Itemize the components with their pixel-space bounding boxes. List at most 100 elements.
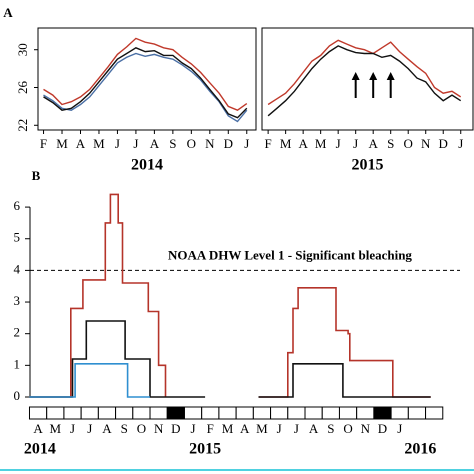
y-tick-label: 30 — [15, 43, 30, 56]
x-tick-label: M — [280, 136, 292, 151]
x-tick-label: J — [244, 136, 249, 151]
dhw-line — [29, 363, 150, 398]
x-tick-label: A — [309, 421, 319, 436]
y-tick-label: 26 — [15, 81, 30, 95]
x-tick-label: J — [133, 136, 138, 151]
x-tick-label: J — [336, 136, 341, 151]
temperature-line — [43, 47, 248, 119]
x-tick-label: J — [70, 421, 75, 436]
x-tick-label: D — [378, 421, 387, 436]
x-tick-label: J — [277, 421, 282, 436]
x-tick-label: J — [115, 136, 120, 151]
month-box — [63, 406, 82, 420]
x-tick-label: D — [171, 421, 180, 436]
month-box — [46, 406, 65, 420]
x-tick-label: F — [265, 136, 272, 151]
month-box — [356, 406, 375, 420]
month-box — [28, 406, 48, 420]
month-box — [425, 406, 444, 420]
x-tick-label: M — [56, 136, 68, 151]
month-box — [373, 406, 392, 420]
month-box — [270, 406, 289, 420]
temperature-line — [43, 52, 248, 123]
x-tick-label: A — [298, 136, 308, 151]
month-box — [252, 406, 272, 420]
x-tick-label: D — [439, 136, 448, 151]
x-tick-label: M — [50, 421, 62, 436]
x-tick-label: S — [169, 136, 176, 151]
arrow-head — [351, 72, 360, 80]
x-tick-label: M — [315, 136, 327, 151]
month-box — [183, 406, 203, 420]
dhw-line — [29, 320, 206, 398]
x-tick-label: M — [222, 421, 234, 436]
x-tick-label: O — [187, 136, 196, 151]
y-tick-label: 0 — [14, 388, 21, 403]
month-box — [115, 406, 134, 420]
x-tick-label: A — [102, 421, 112, 436]
x-tick-label: J — [353, 136, 358, 151]
year-title: 2014 — [131, 157, 163, 174]
x-tick-label: D — [224, 136, 233, 151]
x-tick-label: S — [387, 136, 394, 151]
dhw-line — [258, 363, 431, 398]
month-box — [338, 406, 358, 420]
panel-label: B — [32, 168, 41, 183]
y-tick-label: 4 — [14, 261, 21, 276]
x-tick-label: S — [121, 421, 128, 436]
x-tick-label: O — [137, 421, 146, 436]
month-box — [218, 406, 237, 420]
x-tick-label: A — [76, 136, 86, 151]
month-box — [166, 406, 185, 420]
x-tick-label: M — [93, 136, 105, 151]
x-tick-label: N — [361, 421, 371, 436]
year-label: 2015 — [189, 441, 221, 458]
plot-frame — [261, 27, 474, 131]
x-tick-label: A — [240, 421, 250, 436]
x-tick-label: M — [256, 421, 268, 436]
panel-label: A — [3, 5, 13, 20]
dhw-line — [258, 287, 431, 398]
y-tick-label: 22 — [15, 119, 30, 132]
x-tick-label: J — [294, 421, 299, 436]
x-tick-label: O — [343, 421, 352, 436]
x-tick-label: J — [191, 421, 196, 436]
x-tick-label: S — [327, 421, 334, 436]
threshold-annotation: NOAA DHW Level 1 - Significant bleaching — [168, 247, 412, 262]
x-tick-label: O — [404, 136, 413, 151]
x-tick-label: F — [207, 421, 214, 436]
month-box — [235, 406, 254, 420]
y-tick-label: 2 — [14, 325, 21, 340]
x-tick-label: J — [87, 421, 92, 436]
month-box — [80, 406, 99, 420]
month-box — [287, 406, 306, 420]
x-tick-label: N — [154, 421, 164, 436]
temperature-line — [267, 39, 462, 106]
month-box — [201, 406, 220, 420]
x-tick-label: A — [368, 136, 378, 151]
year-label: 2016 — [404, 441, 436, 458]
temperature-line — [267, 45, 462, 117]
y-tick-label: 3 — [14, 293, 21, 308]
x-tick-label: N — [205, 136, 215, 151]
year-label: 2014 — [24, 441, 56, 458]
x-tick-label: A — [150, 136, 160, 151]
month-box — [407, 406, 427, 420]
year-title: 2015 — [352, 157, 384, 174]
month-box — [321, 406, 340, 420]
x-tick-label: J — [458, 136, 463, 151]
month-box — [304, 406, 323, 420]
arrow-head — [369, 72, 378, 80]
month-box — [132, 406, 151, 420]
arrow-head — [386, 72, 395, 80]
y-tick-label: 6 — [14, 198, 21, 213]
x-tick-label: F — [40, 136, 47, 151]
y-tick-label: 1 — [14, 356, 21, 371]
dhw-line — [29, 193, 167, 398]
y-tick-label: 5 — [14, 230, 21, 245]
x-tick-label: N — [421, 136, 431, 151]
x-tick-label: J — [397, 421, 402, 436]
temperature-line — [43, 37, 248, 111]
month-box — [390, 406, 409, 420]
